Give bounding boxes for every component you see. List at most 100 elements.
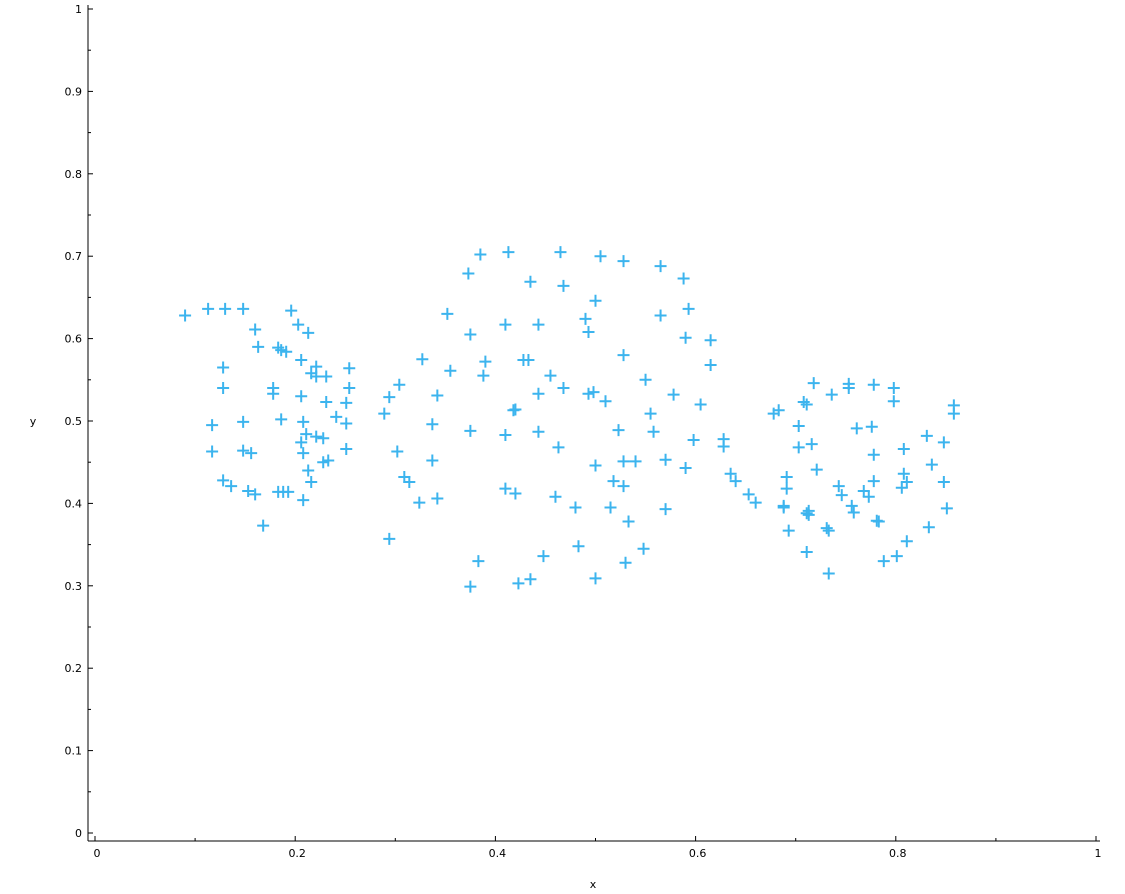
data-point bbox=[579, 312, 592, 325]
data-point bbox=[772, 404, 785, 417]
data-point bbox=[330, 410, 343, 423]
data-point bbox=[622, 515, 635, 528]
x-tick-label: 0.4 bbox=[489, 847, 507, 860]
data-point bbox=[524, 573, 537, 586]
data-point bbox=[249, 488, 262, 501]
data-point bbox=[617, 349, 630, 362]
y-tick-label: 0.1 bbox=[65, 745, 83, 758]
data-point bbox=[617, 480, 630, 493]
data-point bbox=[654, 309, 667, 322]
data-point bbox=[619, 556, 632, 569]
data-point bbox=[554, 246, 567, 259]
data-point bbox=[920, 429, 933, 442]
data-point bbox=[499, 318, 512, 331]
data-point bbox=[644, 407, 657, 420]
data-point bbox=[617, 455, 630, 468]
data-point bbox=[282, 485, 295, 498]
data-point bbox=[654, 260, 667, 273]
data-point bbox=[317, 432, 330, 445]
data-point bbox=[862, 490, 875, 503]
data-point bbox=[403, 475, 416, 488]
data-point bbox=[237, 444, 250, 457]
y-tick-label: 0.6 bbox=[65, 333, 83, 346]
y-tick-label: 1 bbox=[75, 3, 82, 16]
data-point bbox=[717, 440, 730, 453]
data-point bbox=[340, 443, 353, 456]
x-tick-label: 0 bbox=[94, 847, 101, 860]
data-point bbox=[810, 463, 823, 476]
data-point bbox=[679, 461, 692, 474]
data-point bbox=[800, 398, 813, 411]
data-point bbox=[694, 398, 707, 411]
data-point bbox=[206, 445, 219, 458]
data-point bbox=[792, 419, 805, 432]
data-point bbox=[252, 340, 265, 353]
x-axis-label: x bbox=[590, 878, 597, 891]
data-point bbox=[832, 480, 845, 493]
data-point bbox=[537, 550, 550, 563]
data-point bbox=[297, 415, 310, 428]
data-point bbox=[522, 354, 535, 367]
data-point bbox=[383, 391, 396, 404]
points-layer bbox=[179, 246, 960, 593]
data-point bbox=[612, 424, 625, 437]
data-point bbox=[842, 377, 855, 390]
data-point bbox=[820, 522, 833, 535]
data-point bbox=[257, 519, 270, 532]
data-point bbox=[444, 364, 457, 377]
data-point bbox=[552, 441, 565, 454]
data-point bbox=[780, 471, 793, 484]
data-point bbox=[895, 481, 908, 494]
data-point bbox=[890, 550, 903, 563]
data-point bbox=[805, 438, 818, 451]
data-point bbox=[431, 389, 444, 402]
data-point bbox=[865, 420, 878, 433]
data-point bbox=[275, 413, 288, 426]
data-point bbox=[557, 382, 570, 395]
data-point bbox=[822, 567, 835, 580]
data-point bbox=[807, 377, 820, 390]
data-point bbox=[802, 504, 815, 517]
data-point bbox=[302, 326, 315, 339]
data-point bbox=[507, 404, 520, 417]
data-point bbox=[607, 475, 620, 488]
data-point bbox=[320, 396, 333, 409]
data-point bbox=[464, 424, 477, 437]
data-point bbox=[877, 555, 890, 568]
data-point bbox=[464, 328, 477, 341]
data-point bbox=[835, 489, 848, 502]
data-point bbox=[237, 302, 250, 315]
data-point bbox=[679, 331, 692, 344]
data-point bbox=[867, 475, 880, 488]
data-point bbox=[845, 499, 858, 512]
data-point bbox=[320, 370, 333, 383]
data-point bbox=[305, 475, 318, 488]
data-point bbox=[217, 474, 230, 487]
data-point bbox=[502, 246, 515, 259]
data-point bbox=[582, 326, 595, 339]
data-point bbox=[604, 501, 617, 514]
y-tick-label: 0.9 bbox=[65, 85, 83, 98]
data-point bbox=[219, 302, 232, 315]
data-point bbox=[532, 318, 545, 331]
data-point bbox=[587, 386, 600, 399]
data-point bbox=[462, 267, 475, 280]
data-point bbox=[742, 488, 755, 501]
data-point bbox=[245, 447, 258, 460]
x-tick-label: 0.2 bbox=[288, 847, 306, 860]
data-point bbox=[297, 447, 310, 460]
data-point bbox=[217, 382, 230, 395]
data-point bbox=[857, 485, 870, 498]
data-point bbox=[499, 482, 512, 495]
data-point bbox=[729, 475, 742, 488]
axes: 0 0.1 0.2 0.3 0.4 0.5 0.6 0.7 0.8 0.9 1 0 0.2 0.4 0.6 0… bbox=[65, 3, 1102, 860]
data-point bbox=[800, 546, 813, 559]
data-point bbox=[797, 396, 810, 409]
data-point bbox=[557, 279, 570, 292]
data-point bbox=[850, 422, 863, 435]
y-tick-label: 0.2 bbox=[65, 662, 83, 675]
data-point bbox=[589, 572, 602, 585]
data-point bbox=[887, 382, 900, 395]
data-point bbox=[275, 344, 288, 357]
data-point bbox=[249, 323, 262, 336]
